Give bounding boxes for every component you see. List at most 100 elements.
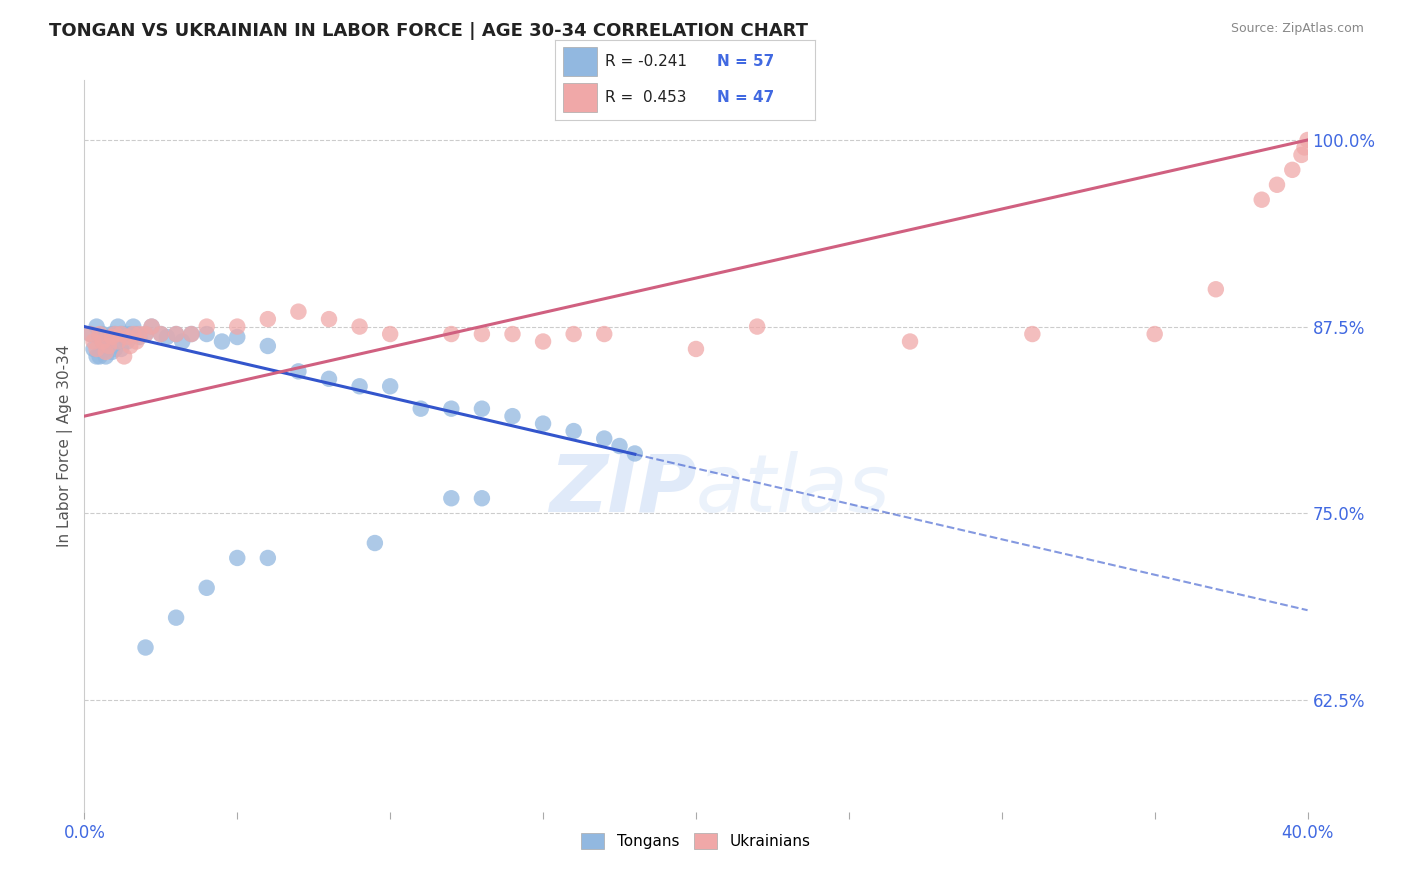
Text: ZIP: ZIP — [548, 450, 696, 529]
FancyBboxPatch shape — [564, 47, 598, 77]
Point — [122, 319, 145, 334]
Point — [79, 326, 101, 341]
Text: Source: ZipAtlas.com: Source: ZipAtlas.com — [1230, 22, 1364, 36]
Point — [135, 640, 157, 655]
Point — [101, 330, 124, 344]
Point — [141, 319, 163, 334]
Point — [120, 339, 142, 353]
Point — [287, 364, 309, 378]
Point — [122, 326, 145, 341]
Point — [226, 551, 249, 566]
Point — [440, 401, 463, 416]
Point — [593, 326, 616, 341]
Point — [1021, 326, 1043, 341]
Point — [125, 334, 148, 349]
Point — [97, 339, 120, 353]
Point — [165, 326, 187, 341]
Point — [112, 350, 135, 364]
Point — [125, 326, 148, 341]
Point — [349, 379, 371, 393]
Y-axis label: In Labor Force | Age 30-34: In Labor Force | Age 30-34 — [58, 344, 73, 548]
Point — [141, 319, 163, 334]
Point — [380, 379, 402, 393]
Point — [79, 326, 101, 341]
Point — [349, 319, 371, 334]
Point — [135, 326, 157, 341]
Point — [226, 319, 249, 334]
Point — [172, 334, 194, 349]
Point — [180, 326, 202, 341]
Point — [101, 326, 124, 341]
Point — [409, 401, 432, 416]
Point — [135, 326, 157, 341]
Point — [531, 334, 554, 349]
Point — [318, 312, 340, 326]
Point — [318, 372, 340, 386]
Point — [1205, 282, 1227, 296]
Point — [156, 330, 179, 344]
Point — [257, 339, 280, 353]
Point — [104, 326, 127, 341]
Point — [104, 326, 127, 341]
Point — [1281, 162, 1303, 177]
Point — [101, 345, 124, 359]
Point — [471, 491, 494, 506]
Point — [1143, 326, 1166, 341]
Legend: Tongans, Ukrainians: Tongans, Ukrainians — [575, 827, 817, 855]
Point — [94, 345, 117, 359]
Point — [165, 610, 187, 624]
Point — [97, 339, 120, 353]
Point — [86, 319, 108, 334]
Point — [97, 330, 120, 344]
Point — [89, 326, 111, 341]
Point — [898, 334, 921, 349]
Point — [685, 342, 707, 356]
Point — [747, 319, 769, 334]
Point — [562, 424, 585, 438]
Point — [380, 326, 402, 341]
Point — [112, 326, 135, 341]
Point — [287, 304, 309, 318]
Point — [195, 319, 218, 334]
Point — [86, 342, 108, 356]
Point — [440, 491, 463, 506]
Point — [94, 342, 117, 356]
Point — [593, 432, 616, 446]
Point — [257, 551, 280, 566]
Point — [149, 326, 172, 341]
Text: N = 57: N = 57 — [717, 54, 773, 70]
Point — [1265, 178, 1288, 192]
Point — [83, 342, 105, 356]
Point — [257, 312, 280, 326]
Point — [471, 401, 494, 416]
Text: atlas: atlas — [696, 450, 891, 529]
Point — [94, 350, 117, 364]
Point — [609, 439, 631, 453]
Point — [165, 326, 187, 341]
Point — [83, 334, 105, 349]
Point — [562, 326, 585, 341]
Point — [440, 326, 463, 341]
Point — [364, 536, 387, 550]
Point — [115, 330, 138, 344]
Point — [502, 326, 524, 341]
Point — [1296, 133, 1319, 147]
Point — [195, 581, 218, 595]
Point — [110, 326, 132, 341]
Point — [86, 350, 108, 364]
Point — [128, 330, 150, 344]
Point — [211, 334, 233, 349]
Point — [91, 334, 114, 349]
Point — [107, 319, 129, 334]
Text: R = -0.241: R = -0.241 — [605, 54, 686, 70]
Point — [91, 326, 114, 341]
Point — [149, 326, 172, 341]
Point — [1294, 140, 1316, 154]
Point — [128, 326, 150, 341]
Point — [120, 326, 142, 341]
Point — [624, 446, 647, 460]
Point — [104, 342, 127, 356]
Point — [195, 326, 218, 341]
Point — [1291, 148, 1313, 162]
Point — [471, 326, 494, 341]
